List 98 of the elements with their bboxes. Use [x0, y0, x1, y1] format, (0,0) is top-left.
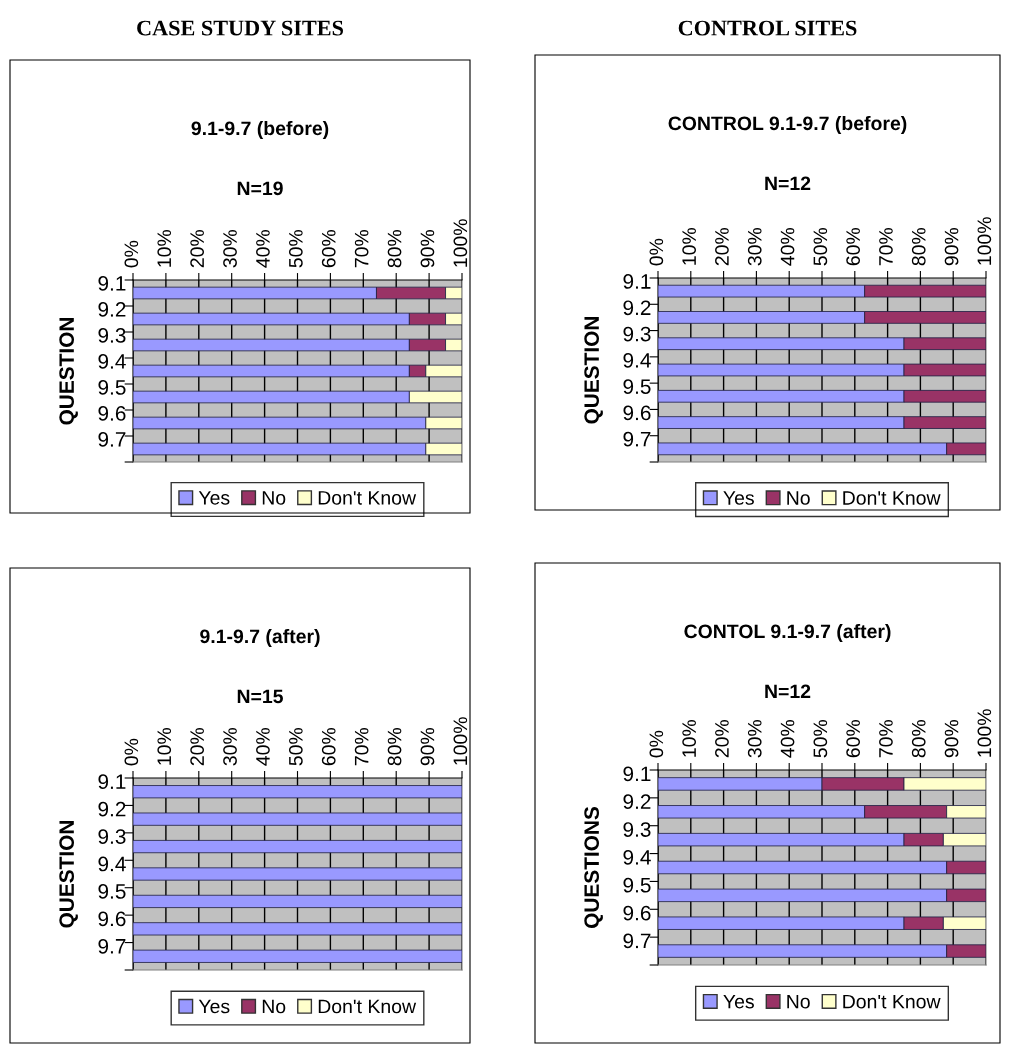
x-tick-label: 50%: [288, 229, 303, 268]
x-tick-label: 60%: [321, 229, 336, 268]
legend-label: Yes: [723, 491, 754, 505]
y-axis-title: QUESTIONS: [584, 806, 603, 928]
x-tick-label: 0%: [124, 240, 139, 268]
x-tick-label: 80%: [387, 727, 402, 766]
x-tick-label: 100%: [977, 709, 992, 757]
y-tick-label: 9.1: [623, 766, 651, 782]
y-tick-label: 9.3: [623, 326, 651, 342]
x-tick-label: 20%: [715, 719, 729, 758]
y-tick-label: 9.5: [98, 884, 126, 899]
y-axis-title: QUESTION: [59, 318, 78, 425]
chart-title: CONTOL 9.1-9.7 (after): [684, 623, 891, 643]
y-tick-label: 9.3: [623, 822, 651, 837]
x-tick-label: 40%: [256, 229, 270, 268]
x-tick-label: 90%: [944, 227, 959, 266]
x-tick-label: 10%: [682, 719, 697, 757]
x-tick-label: 90%: [420, 229, 435, 268]
chart-subtitle: N=19: [237, 181, 283, 196]
y-tick-label: 9.6: [98, 406, 126, 421]
chart-title: CONTROL 9.1-9.7 (before): [668, 115, 907, 135]
x-tick-label: 10%: [157, 229, 172, 267]
x-tick-label: 80%: [387, 229, 402, 268]
x-tick-label: 20%: [715, 227, 729, 266]
legend-label: Yes: [198, 999, 230, 1014]
x-tick-label: 0%: [649, 238, 664, 266]
legend-label: Don't Know: [318, 491, 417, 505]
x-tick-label: 0%: [649, 730, 664, 758]
legend-label: No: [262, 999, 286, 1014]
legend-label: Don't Know: [843, 994, 941, 1009]
y-tick-label: 9.2: [623, 300, 651, 316]
x-tick-label: 70%: [354, 727, 369, 766]
x-tick-label: 80%: [911, 719, 926, 758]
x-tick-label: 50%: [813, 719, 828, 758]
x-tick-label: 60%: [846, 227, 861, 266]
x-tick-label: 30%: [747, 227, 762, 266]
x-tick-label: 20%: [190, 727, 205, 766]
y-tick-label: 9.7: [623, 431, 651, 447]
x-tick-label: 70%: [354, 229, 369, 268]
x-tick-label: 100%: [453, 219, 468, 267]
y-tick-label: 9.4: [623, 849, 651, 865]
legend-label: Yes: [198, 491, 230, 505]
legend-label: No: [262, 491, 286, 505]
x-tick-label: 70%: [879, 719, 893, 758]
x-tick-label: 30%: [223, 727, 237, 766]
x-tick-label: 40%: [780, 227, 795, 266]
legend-label: Yes: [723, 994, 754, 1009]
x-tick-label: 40%: [256, 727, 270, 766]
y-tick-label: 9.7: [98, 432, 126, 447]
chart-title: 9.1-9.7 (after): [200, 628, 320, 648]
y-tick-label: 9.5: [98, 380, 126, 395]
y-axis-title: QUESTION: [59, 821, 78, 928]
x-tick-label: 60%: [846, 719, 861, 758]
legend-label: No: [787, 491, 810, 505]
x-tick-label: 90%: [944, 719, 959, 758]
x-tick-label: 30%: [223, 229, 237, 268]
chart-subtitle: N=12: [765, 684, 811, 699]
y-tick-label: 9.5: [623, 379, 651, 394]
chart-subtitle: N=15: [237, 689, 283, 704]
x-tick-label: 60%: [321, 727, 336, 766]
legend-label: No: [787, 994, 810, 1009]
y-tick-label: 9.3: [98, 829, 126, 844]
x-tick-label: 30%: [747, 719, 762, 758]
x-tick-label: 100%: [977, 217, 992, 265]
y-tick-label: 9.5: [623, 877, 651, 893]
y-tick-label: 9.1: [98, 774, 126, 790]
y-tick-label: 9.7: [98, 938, 126, 954]
y-tick-label: 9.1: [623, 274, 651, 289]
text: CASE STUDY SITES: [137, 20, 343, 36]
y-tick-label: 9.4: [623, 352, 651, 368]
legend-label: Don't Know: [318, 999, 417, 1014]
x-tick-label: 80%: [911, 227, 926, 266]
y-tick-label: 9.3: [98, 328, 126, 343]
chart-title: 9.1-9.7 (before): [191, 120, 329, 140]
y-axis-title: QUESTION: [584, 317, 603, 424]
x-tick-label: 20%: [190, 229, 205, 268]
chart-subtitle: N=12: [765, 176, 811, 191]
x-tick-label: 50%: [813, 227, 828, 266]
x-tick-label: 40%: [780, 719, 795, 758]
y-tick-label: 9.4: [98, 856, 126, 872]
y-tick-label: 9.2: [623, 794, 651, 810]
x-tick-label: 10%: [682, 227, 697, 265]
y-tick-label: 9.1: [98, 276, 126, 291]
legend-label: Don't Know: [843, 491, 941, 505]
y-tick-label: 9.2: [98, 801, 126, 817]
x-tick-label: 10%: [157, 727, 172, 765]
x-tick-label: 50%: [288, 727, 303, 766]
x-tick-label: 100%: [453, 717, 468, 765]
text: CONTROL SITES: [678, 20, 857, 36]
x-tick-label: 70%: [879, 227, 893, 266]
y-tick-label: 9.4: [98, 354, 126, 369]
y-tick-label: 9.6: [623, 405, 651, 421]
y-tick-label: 9.6: [98, 911, 126, 927]
x-tick-label: 0%: [124, 738, 139, 766]
y-tick-label: 9.6: [623, 905, 651, 921]
y-tick-label: 9.2: [98, 302, 126, 317]
x-tick-label: 90%: [420, 727, 435, 766]
y-tick-label: 9.7: [623, 933, 651, 949]
